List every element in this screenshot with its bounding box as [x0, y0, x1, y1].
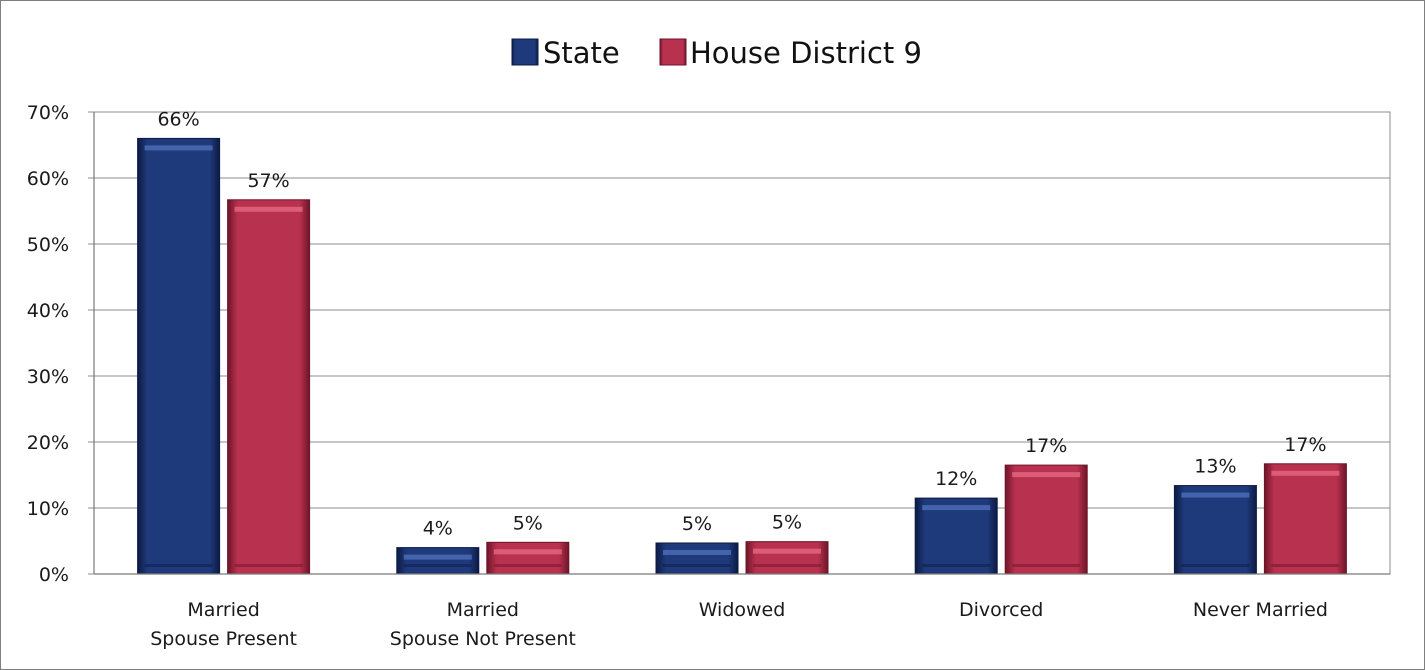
bar-body — [745, 541, 829, 575]
bar-bevel-bottom — [1012, 564, 1081, 567]
legend-label-state: State — [543, 36, 620, 70]
legend-label-house-district-9: House District 9 — [690, 36, 922, 70]
bar-bevel-top — [144, 145, 213, 151]
data-labels: 66% 57% 4% 5% 5% 5% 12% 17% 13% 17% — [157, 108, 1326, 539]
data-label-state-divorced: 12% — [935, 468, 977, 490]
bar-bevel-top — [403, 554, 472, 560]
bar-house-district-9-never-married — [1263, 463, 1347, 575]
x-tick-label-married-spouse-present: Married Spouse Present — [150, 599, 297, 650]
y-tick-label-20: 20% — [27, 432, 69, 454]
bar-state-married-spouse-not-present — [396, 547, 480, 575]
bar-bevel-bottom — [1271, 564, 1340, 567]
bar-body — [1263, 463, 1347, 575]
bar-bevel-top — [663, 549, 731, 555]
x-tick-label-married-spouse-not-present: Married Spouse Not Present — [390, 599, 576, 650]
bar-state-widowed — [655, 542, 739, 575]
bar-body — [1173, 485, 1257, 575]
bar-bevel-top — [1181, 492, 1250, 498]
bar-body — [914, 497, 998, 575]
bar-body — [396, 547, 480, 575]
x-tick-label-never-married: Never Married — [1193, 599, 1328, 621]
data-label-state-married-spouse-not-present: 4% — [423, 518, 453, 540]
bar-body — [1004, 464, 1088, 575]
y-tick-label-30: 30% — [27, 366, 69, 388]
legend: State House District 9 — [511, 36, 922, 70]
bar-bevel-bottom — [403, 564, 472, 567]
bar-bevel-bottom — [234, 564, 303, 567]
bar-bevel-bottom — [144, 564, 213, 567]
y-tick-label-10: 10% — [27, 498, 69, 520]
y-tick-label-50: 50% — [27, 234, 69, 256]
bar-bevel-bottom — [922, 564, 991, 567]
bar-bevel-bottom — [493, 564, 562, 567]
bar-bevel-top — [1012, 472, 1081, 478]
y-tick-label-0: 0% — [39, 564, 69, 586]
y-axis: 0% 10% 20% 30% 40% 50% 60% 70% — [27, 102, 95, 586]
legend-swatch-house-district-9 — [659, 38, 687, 66]
data-label-house-district-9-never-married: 17% — [1284, 434, 1326, 456]
legend-swatch-state — [511, 38, 539, 66]
bar-bevel-bottom — [753, 564, 821, 567]
bar-bevel-bottom — [1181, 564, 1250, 567]
bar-house-district-9-married-spouse-not-present — [486, 541, 570, 575]
bar-house-district-9-married-spouse-present — [227, 199, 311, 575]
bar-body — [655, 542, 739, 575]
bar-bevel-top — [234, 206, 303, 212]
x-tick-label-widowed: Widowed — [699, 599, 786, 621]
data-label-house-district-9-widowed: 5% — [772, 512, 802, 534]
legend-item-house-district-9: House District 9 — [659, 36, 922, 70]
data-label-house-district-9-married-spouse-not-present: 5% — [513, 512, 543, 534]
bar-bevel-top — [753, 548, 821, 554]
y-tick-label-60: 60% — [27, 168, 69, 190]
bar-body — [137, 137, 221, 575]
bar-state-married-spouse-present — [137, 137, 221, 575]
bar-house-district-9-widowed — [745, 541, 829, 575]
x-axis: Married Spouse Present Married Spouse Not P… — [94, 573, 1390, 650]
bar-state-divorced — [914, 497, 998, 575]
data-label-house-district-9-married-spouse-present: 57% — [247, 170, 289, 192]
bar-bevel-top — [1271, 470, 1340, 476]
bar-body — [486, 541, 570, 575]
bar-bevel-bottom — [663, 564, 731, 567]
y-tick-label-70: 70% — [27, 102, 69, 124]
bar-body — [227, 199, 311, 575]
x-tick-label-divorced: Divorced — [959, 599, 1043, 621]
bar-house-district-9-divorced — [1004, 464, 1088, 575]
legend-item-state: State — [511, 36, 620, 70]
data-label-house-district-9-divorced: 17% — [1025, 435, 1067, 457]
data-label-state-never-married: 13% — [1194, 456, 1236, 478]
bars — [137, 137, 1347, 575]
y-tick-label-40: 40% — [27, 300, 69, 322]
data-label-state-married-spouse-present: 66% — [157, 108, 199, 130]
data-label-state-widowed: 5% — [682, 513, 712, 535]
bar-state-never-married — [1173, 485, 1257, 575]
bar-bevel-top — [493, 549, 562, 555]
bar-bevel-top — [922, 505, 991, 511]
